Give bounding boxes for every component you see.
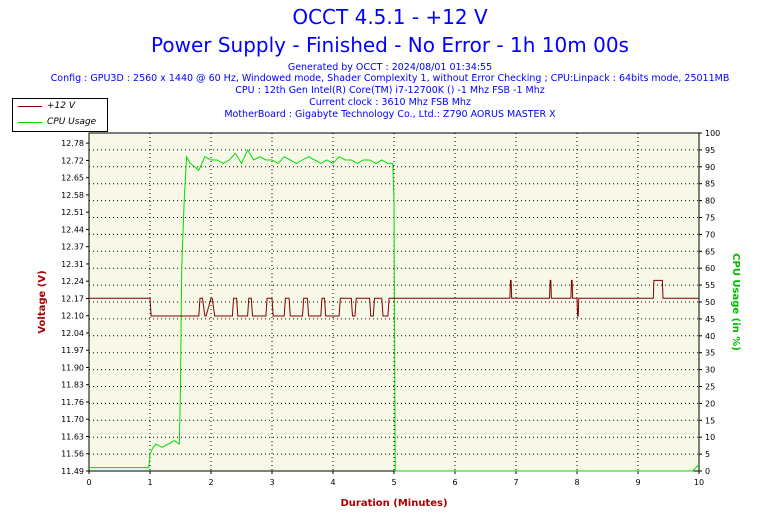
x-tick-label: 2 bbox=[208, 478, 213, 487]
y-right-tick-label: 0 bbox=[705, 467, 710, 476]
y-right-tick-label: 35 bbox=[705, 349, 715, 358]
y-left-tick-label: 11.97 bbox=[61, 346, 84, 355]
legend-swatch bbox=[18, 122, 42, 123]
y-left-tick-label: 12.24 bbox=[61, 277, 84, 286]
legend: +12 V CPU Usage bbox=[12, 98, 108, 132]
x-axis-title: Duration (Minutes) bbox=[340, 498, 447, 509]
y-left-tick-label: 11.90 bbox=[61, 363, 84, 372]
y-right-tick-label: 65 bbox=[705, 247, 715, 256]
y-right-tick-label: 20 bbox=[705, 399, 715, 408]
y-right-tick-label: 45 bbox=[705, 315, 715, 324]
y-right-tick-label: 70 bbox=[705, 230, 715, 239]
legend-item-voltage: +12 V bbox=[13, 99, 107, 113]
y-left-tick-label: 11.63 bbox=[61, 432, 84, 441]
y-right-tick-label: 75 bbox=[705, 214, 715, 223]
y-left-tick-label: 12.17 bbox=[61, 294, 84, 303]
chart-title: OCCT 4.5.1 - +12 V bbox=[292, 5, 488, 29]
x-tick-label: 4 bbox=[330, 478, 335, 487]
y-left-tick-label: 12.58 bbox=[61, 191, 84, 200]
series-line-cpu-usage bbox=[89, 148, 700, 472]
y-left-tick-label: 12.04 bbox=[61, 329, 84, 338]
y-left-tick-label: 11.83 bbox=[61, 381, 84, 390]
y-right-tick-label: 30 bbox=[705, 366, 715, 375]
y-right-tick-label: 25 bbox=[705, 383, 715, 392]
y-left-tick-label: 12.51 bbox=[61, 208, 84, 217]
y-left-tick-label: 12.37 bbox=[61, 243, 84, 252]
chart-subtitle: Power Supply - Finished - No Error - 1h … bbox=[151, 33, 629, 57]
y-right-tick-label: 90 bbox=[705, 163, 715, 172]
x-tick-label: 0 bbox=[86, 478, 91, 487]
y-right-tick-label: 55 bbox=[705, 281, 715, 290]
y-right-tick-label: 15 bbox=[705, 416, 715, 425]
config-info: Config : GPU3D : 2560 x 1440 @ 60 Hz, Wi… bbox=[50, 73, 730, 84]
x-tick-label: 9 bbox=[635, 478, 640, 487]
y-right-tick-label: 80 bbox=[705, 197, 715, 206]
x-tick-label: 3 bbox=[269, 478, 274, 487]
x-tick-label: 1 bbox=[147, 478, 152, 487]
y-left-tick-label: 11.56 bbox=[61, 450, 84, 459]
x-tick-label: 8 bbox=[574, 478, 579, 487]
y-right-tick-label: 40 bbox=[705, 332, 715, 341]
legend-label: +12 V bbox=[47, 101, 76, 111]
legend-item-cpu-usage: CPU Usage bbox=[13, 115, 107, 129]
y-right-tick-label: 95 bbox=[705, 146, 715, 155]
y-right-tick-label: 100 bbox=[705, 129, 720, 138]
plot-border bbox=[88, 132, 700, 472]
clock-info: Current clock : 3610 Mhz FSB Mhz bbox=[309, 97, 471, 108]
x-tick-label: 7 bbox=[513, 478, 518, 487]
motherboard-info: MotherBoard : Gigabyte Technology Co., L… bbox=[224, 109, 556, 120]
y-right-tick-label: 10 bbox=[705, 433, 715, 442]
y-right-tick-label: 50 bbox=[705, 298, 715, 307]
legend-swatch bbox=[18, 106, 42, 107]
y-left-tick-label: 11.70 bbox=[61, 415, 84, 424]
y-left-tick-label: 12.72 bbox=[61, 156, 84, 165]
series-line-12v bbox=[89, 279, 699, 317]
y-right-axis-title: CPU Usage (in %) bbox=[730, 253, 741, 351]
x-tick-label: 6 bbox=[452, 478, 457, 487]
x-tick-label: 10 bbox=[694, 478, 704, 487]
y-right-tick-label: 5 bbox=[705, 450, 710, 459]
y-left-axis-title: Voltage (V) bbox=[37, 270, 48, 333]
legend-label: CPU Usage bbox=[47, 117, 97, 127]
y-right-tick-label: 85 bbox=[705, 180, 715, 189]
y-left-tick-label: 11.49 bbox=[61, 467, 84, 476]
y-left-tick-label: 12.31 bbox=[61, 260, 84, 269]
y-left-tick-label: 12.65 bbox=[61, 174, 84, 183]
y-left-tick-label: 12.10 bbox=[61, 312, 84, 321]
cpu-info: CPU : 12th Gen Intel(R) Core(TM) i7-1270… bbox=[235, 85, 545, 96]
generated-info: Generated by OCCT : 2024/08/01 01:34:55 bbox=[287, 62, 493, 73]
x-tick-label: 5 bbox=[391, 478, 396, 487]
y-left-tick-label: 12.44 bbox=[61, 225, 84, 234]
y-right-tick-label: 60 bbox=[705, 264, 715, 273]
y-left-tick-label: 11.76 bbox=[61, 398, 84, 407]
y-left-tick-label: 12.78 bbox=[61, 139, 84, 148]
